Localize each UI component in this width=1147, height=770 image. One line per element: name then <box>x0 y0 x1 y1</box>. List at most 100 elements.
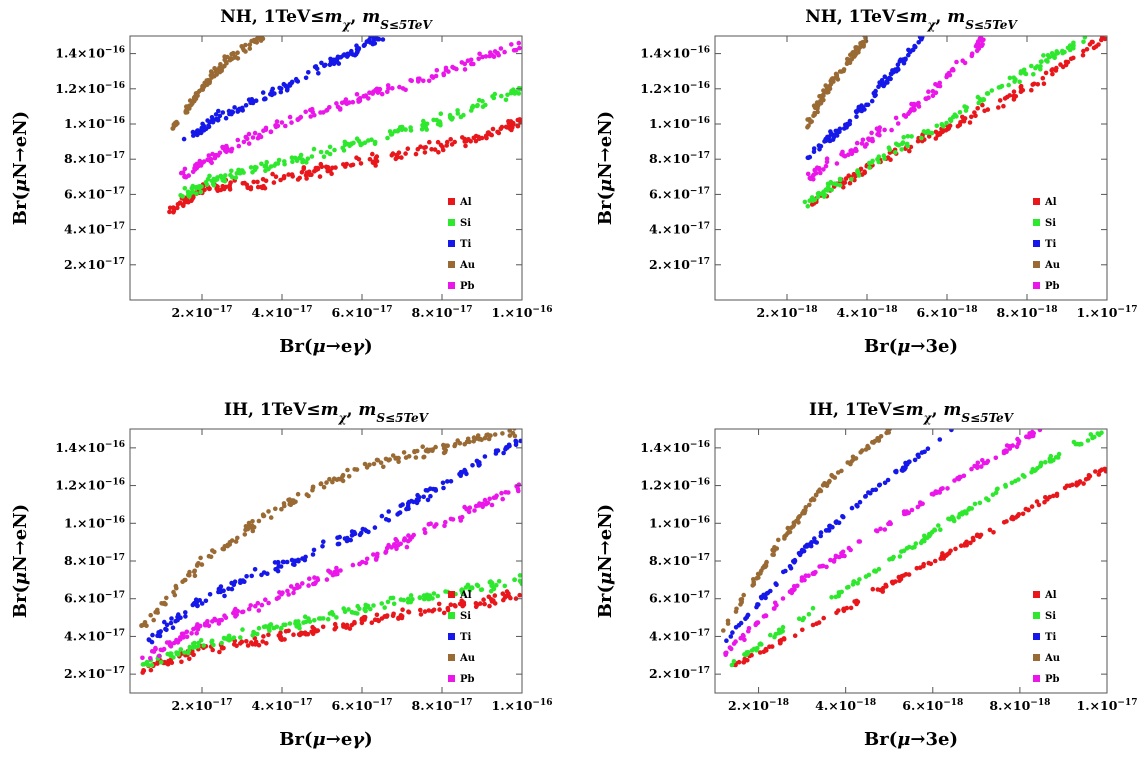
data-point <box>956 476 962 482</box>
data-point <box>1011 89 1017 94</box>
label-text: ) <box>595 111 616 120</box>
plot-frame <box>714 35 1108 301</box>
tick-exponent: −18 <box>769 698 789 708</box>
data-point <box>294 622 300 627</box>
data-point <box>344 622 350 628</box>
data-point <box>324 480 329 485</box>
data-point <box>731 659 737 664</box>
data-point <box>195 128 200 133</box>
data-point <box>1024 434 1029 440</box>
title-text: , <box>935 7 947 27</box>
data-point <box>744 650 750 655</box>
data-point <box>379 91 385 97</box>
data-point <box>1049 459 1054 464</box>
data-point <box>978 36 984 41</box>
data-point <box>220 178 226 183</box>
data-point <box>445 607 451 613</box>
data-point <box>895 142 900 148</box>
data-points <box>167 36 522 215</box>
data-point <box>318 481 324 486</box>
data-point <box>278 564 284 569</box>
plot-frame <box>129 35 523 301</box>
data-point <box>250 528 256 534</box>
data-point <box>502 49 507 55</box>
series-au <box>805 36 869 130</box>
data-point <box>1007 93 1012 98</box>
data-point <box>1080 52 1086 58</box>
legend-label: Si <box>1045 611 1056 622</box>
data-point <box>1089 39 1095 45</box>
data-point <box>412 449 417 455</box>
data-point <box>327 62 333 68</box>
series-au <box>721 429 892 633</box>
data-point <box>935 83 941 89</box>
data-point <box>503 97 509 103</box>
data-point <box>399 155 404 160</box>
data-point <box>434 522 439 527</box>
data-point <box>1017 79 1022 85</box>
tick-exponent: −18 <box>943 698 963 708</box>
data-point <box>482 454 488 459</box>
data-point <box>981 97 986 102</box>
data-point <box>831 559 837 564</box>
data-point <box>481 597 486 602</box>
data-point <box>278 177 283 183</box>
legend-swatch <box>448 654 455 661</box>
data-point <box>869 130 874 136</box>
legend-swatch <box>1033 261 1040 268</box>
data-point <box>289 79 295 85</box>
tick-exponent: −17 <box>690 186 710 196</box>
label-text: r <box>595 593 616 603</box>
data-point <box>391 611 396 617</box>
data-point <box>162 619 167 625</box>
data-point <box>949 429 954 433</box>
tick-mantissa: 1.2×10 <box>640 478 690 493</box>
data-point <box>292 558 298 564</box>
data-point <box>512 433 518 439</box>
series-ti <box>724 429 954 643</box>
data-point <box>277 85 282 91</box>
tick-label: 6.×10−17 <box>332 305 393 320</box>
data-point <box>885 80 890 85</box>
data-point <box>193 644 198 650</box>
data-point <box>175 640 181 645</box>
data-point <box>159 601 164 606</box>
label-text: ) <box>10 111 31 120</box>
data-point <box>929 529 935 535</box>
data-point <box>422 527 427 532</box>
tick-label: 1.2×10−16 <box>55 81 125 96</box>
data-point <box>1042 499 1047 505</box>
legend-swatch <box>448 612 455 619</box>
data-point <box>141 662 147 667</box>
chart-panel: 2.×10−18 4.×10−18 6.×10−18 8.×10−18 1.×10−17… <box>595 400 1138 750</box>
data-point <box>857 577 862 582</box>
data-point <box>426 608 432 613</box>
data-point <box>167 205 173 211</box>
data-point <box>485 432 491 438</box>
data-point <box>977 500 983 506</box>
data-point <box>443 519 448 525</box>
data-point <box>393 156 399 162</box>
series-si <box>140 573 522 668</box>
data-point <box>375 89 381 95</box>
data-point <box>427 593 433 598</box>
data-point <box>190 184 196 190</box>
series-si <box>729 430 1104 668</box>
data-point <box>220 645 225 651</box>
data-point <box>499 490 504 496</box>
data-point <box>434 68 440 73</box>
tick-label: 6.×10−17 <box>649 186 710 201</box>
data-point <box>140 670 145 675</box>
tick-exponent: −16 <box>690 515 710 525</box>
data-point <box>308 114 314 119</box>
data-point <box>252 567 258 572</box>
data-point <box>802 544 808 549</box>
data-point <box>749 648 755 653</box>
data-point <box>487 603 492 609</box>
data-point <box>1002 96 1008 101</box>
data-point <box>1085 438 1091 443</box>
data-point <box>266 632 271 638</box>
data-point <box>765 590 771 596</box>
data-point <box>273 506 278 512</box>
legend-label: Al <box>459 590 472 601</box>
